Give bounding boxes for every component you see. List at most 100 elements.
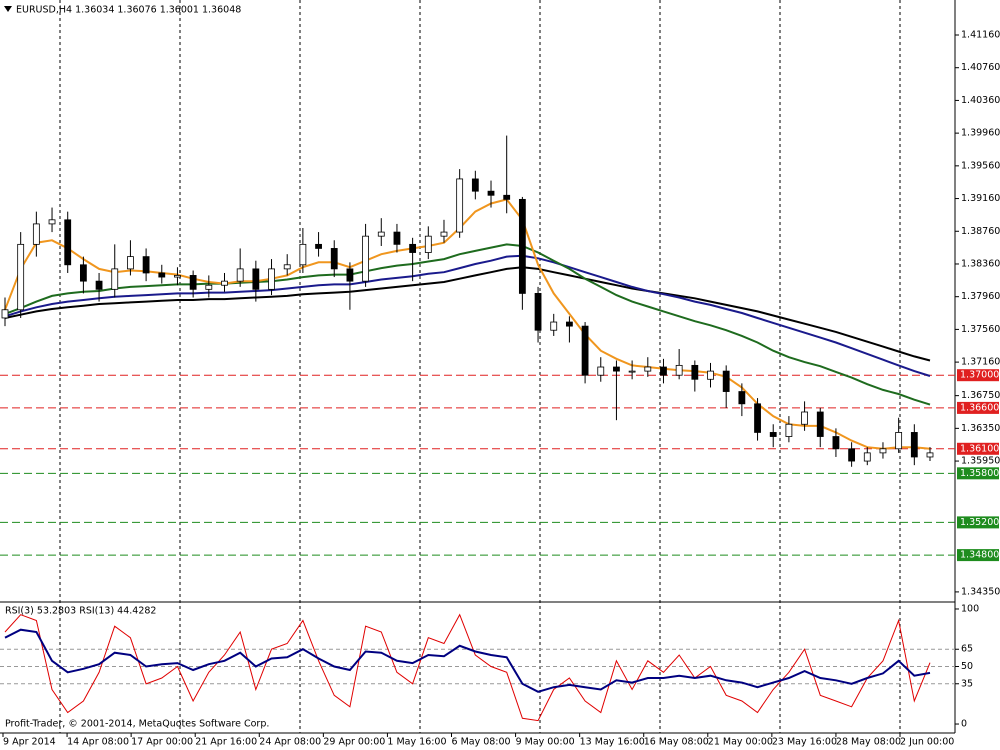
y-tick-label: 1.41160 [961, 30, 1000, 41]
candle-body [189, 275, 197, 290]
level-label: 1.36100 [960, 443, 999, 454]
level-label: 1.35200 [960, 517, 999, 528]
level-label: 1.34800 [960, 550, 999, 561]
candle-body [644, 366, 652, 372]
candle-body [863, 452, 871, 462]
candle-body [722, 370, 730, 392]
x-tick-label: 16 May 08:00 [644, 737, 709, 748]
x-tick-label: 13 May 16:00 [580, 737, 645, 748]
y-tick-label: 1.40360 [961, 95, 1000, 106]
candle-body [487, 190, 495, 196]
candle-body [440, 231, 448, 237]
candle-body [377, 231, 385, 237]
indicator-title: RSI(3) 53.2803 RSI(13) 44.4282 [5, 606, 156, 617]
y-tick-label: 1.35950 [961, 456, 1000, 467]
candle-body [832, 436, 840, 450]
level-label: 1.35800 [960, 468, 999, 479]
candle-body [315, 243, 322, 249]
candle-body [926, 452, 934, 458]
y-tick-label: 35 [961, 678, 973, 689]
y-tick-label: 1.39160 [961, 193, 1000, 204]
x-tick-label: 17 Apr 00:00 [131, 737, 193, 748]
level-label-box [957, 369, 999, 382]
level-label-box [957, 549, 999, 562]
candle-body [330, 248, 338, 270]
candle-body [707, 370, 714, 380]
candle-body [252, 268, 260, 290]
candle-body [95, 280, 103, 290]
x-tick-label: 2 Jun 00:00 [900, 737, 954, 748]
candle-body [503, 194, 511, 200]
candle-body [142, 256, 150, 274]
y-tick-label: 1.40760 [961, 62, 1000, 73]
candle-body [581, 325, 589, 376]
y-tick-label: 1.39560 [961, 160, 1000, 171]
symbol-icon [4, 6, 12, 12]
x-tick-label: 23 May 16:00 [772, 737, 837, 748]
copyright: Profit-Trader, © 2001-2014, MetaQuotes S… [5, 719, 269, 730]
candle-body [48, 219, 56, 225]
x-tick-label: 9 May 00:00 [516, 737, 575, 748]
level-label: 1.36600 [960, 402, 999, 413]
y-tick-label: 1.37160 [961, 357, 1000, 368]
candle-body [471, 178, 479, 192]
y-tick-label: 1.38760 [961, 226, 1000, 237]
x-tick-label: 24 Apr 08:00 [259, 737, 321, 748]
x-tick-label: 21 Apr 16:00 [195, 737, 257, 748]
y-tick-label: 0 [961, 719, 967, 730]
y-tick-label: 1.36350 [961, 423, 1000, 434]
level-label: 1.37000 [960, 370, 999, 381]
candle-body [456, 178, 464, 233]
x-tick-label: 9 Apr 2014 [3, 737, 56, 748]
candle-body [205, 284, 213, 290]
candle-body [785, 423, 793, 437]
candle-body [64, 219, 72, 266]
candle-body [879, 448, 887, 454]
candle-body [613, 366, 620, 372]
time-grid [59, 0, 901, 733]
y-tick-label: 65 [961, 644, 973, 655]
candle-body [1, 309, 9, 319]
level-label-box [957, 401, 999, 414]
y-tick-label: 1.39960 [961, 128, 1000, 139]
candle-body [550, 321, 558, 331]
candle-body [754, 403, 761, 433]
level-label-box [957, 516, 999, 529]
candle-body [268, 268, 275, 290]
candle-body [346, 268, 354, 282]
candle-body [675, 364, 683, 376]
candle-body [17, 243, 25, 311]
candle-body [409, 243, 417, 253]
level-label-box [957, 442, 999, 455]
level-label-box [957, 467, 999, 480]
y-tick-label: 50 [961, 661, 973, 672]
candle-body [895, 432, 903, 450]
y-tick-label: 100 [961, 603, 979, 614]
y-tick-label: 1.37960 [961, 291, 1000, 302]
x-tick-label: 21 May 00:00 [708, 737, 773, 748]
candle-body [362, 235, 369, 282]
moving-average [4, 266, 931, 362]
moving-average [4, 243, 931, 406]
candle-body [79, 264, 87, 282]
x-tick-label: 14 Apr 08:00 [67, 737, 129, 748]
y-tick-label: 1.34350 [961, 586, 1000, 597]
moving-average [4, 254, 931, 377]
rsi-line [4, 628, 931, 693]
candle-body [738, 391, 746, 405]
candle-body [221, 280, 228, 286]
candle-body [848, 448, 856, 462]
candle-body [534, 293, 542, 331]
y-tick-label: 1.37560 [961, 324, 1000, 335]
candle-body [597, 366, 605, 376]
y-tick-label: 1.38360 [961, 258, 1000, 269]
x-tick-label: 29 Apr 00:00 [323, 737, 385, 748]
x-tick-label: 6 May 08:00 [452, 737, 511, 748]
candle-body [566, 321, 573, 327]
candle-body [801, 411, 808, 425]
candle-body [174, 275, 181, 278]
candle-body [127, 256, 134, 270]
chart-title: EURUSD,H4 1.36034 1.36076 1.36001 1.3604… [16, 5, 241, 16]
candle-body [816, 411, 824, 437]
